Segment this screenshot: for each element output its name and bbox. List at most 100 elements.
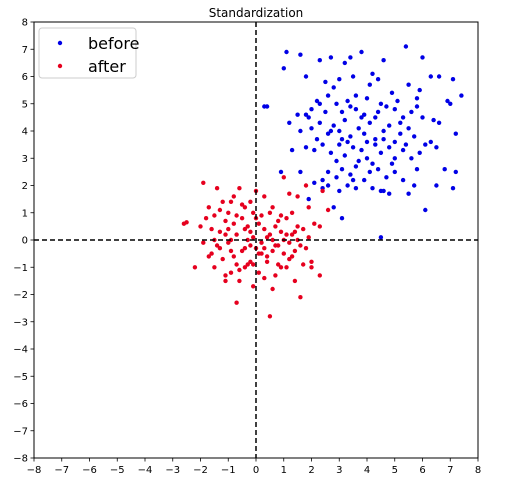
point-after-41 [306,205,311,210]
point-after-1 [184,220,189,225]
point-before-100 [392,169,397,175]
point-after-79 [295,224,300,229]
point-before-8 [381,58,386,63]
point-before-144 [359,115,364,120]
point-before-124 [395,98,400,104]
point-after-98 [262,194,267,199]
point-before-50 [331,123,336,128]
x-tick-label: −4 [138,465,153,476]
point-before-103 [434,183,439,188]
point-after-63 [251,235,256,240]
point-after-89 [234,213,239,218]
point-before-12 [450,77,456,82]
point-before-21 [389,90,395,96]
point-after-55 [228,199,234,204]
y-tick-label: −2 [13,290,28,301]
point-before-93 [339,167,345,172]
point-before-133 [428,139,433,145]
y-tick-label: 2 [22,181,28,192]
point-after-68 [264,254,270,259]
point-before-95 [353,164,359,169]
point-after-83 [198,224,203,229]
y-tick-label: 8 [22,18,28,29]
point-before-2 [317,58,322,63]
point-after-8 [214,186,220,191]
chart-title: Standardization [209,6,304,20]
point-after-36 [292,278,298,284]
point-before-20 [375,77,381,82]
point-after-39 [301,226,306,232]
point-before-64 [423,142,428,147]
point-after-52 [220,256,225,262]
point-before-63 [412,134,417,139]
point-after-104 [289,254,295,259]
point-after-101 [273,273,278,278]
point-after-49 [212,213,217,218]
point-before-22 [406,82,411,87]
point-after-73 [278,229,284,234]
x-tick-label: −5 [110,465,125,476]
legend-marker-after [57,63,63,69]
point-after-61 [245,224,250,229]
point-before-91 [325,169,331,175]
point-before-39 [384,104,389,109]
y-tick-label: 5 [22,99,28,110]
point-after-38 [298,295,303,300]
point-before-114 [406,191,411,196]
point-after-9 [217,246,223,251]
point-after-26 [264,235,270,240]
point-after-122 [270,286,275,292]
point-after-121 [251,210,256,215]
point-before-97 [367,169,372,175]
point-before-49 [325,131,331,136]
point-before-61 [398,131,403,136]
point-after-112 [287,191,292,196]
point-before-109 [345,183,350,188]
point-before-56 [367,120,372,126]
point-after-21 [251,284,256,289]
legend-label-after: after [88,57,126,76]
point-after-10 [220,199,225,204]
point-before-138 [414,167,420,172]
point-after-91 [239,202,245,207]
point-before-134 [334,158,339,164]
point-before-147 [348,104,353,109]
point-before-123 [375,109,381,115]
x-tick-label: 7 [447,465,453,476]
point-before-33 [334,101,339,107]
point-before-83 [417,150,422,155]
point-after-90 [237,278,242,284]
point-before-84 [434,145,439,150]
point-after-57 [234,232,239,237]
point-after-100 [270,237,275,243]
point-before-48 [317,120,322,126]
point-before-110 [353,186,359,191]
point-before-78 [378,150,384,155]
point-before-74 [350,145,356,150]
point-after-70 [270,248,275,254]
point-before-47 [309,126,314,131]
point-before-43 [420,115,425,120]
point-after-30 [276,218,281,224]
point-after-19 [245,262,250,267]
point-after-40 [303,246,309,251]
point-before-58 [381,128,386,134]
point-before-69 [312,147,317,153]
point-before-105 [306,196,311,202]
point-before-42 [409,109,414,115]
point-before-146 [417,87,422,93]
point-before-136 [370,161,375,166]
point-before-31 [317,101,322,107]
point-before-77 [373,142,378,147]
x-tick-label: 5 [392,465,398,476]
point-before-1 [298,52,303,57]
point-before-30 [309,107,314,112]
x-tick-label: 6 [419,465,425,476]
point-after-46 [325,207,331,213]
legend-marker-before [57,40,63,46]
point-after-71 [273,224,278,229]
point-after-6 [209,226,214,232]
point-before-128 [339,137,345,142]
point-after-81 [309,265,314,270]
point-before-46 [298,128,303,134]
